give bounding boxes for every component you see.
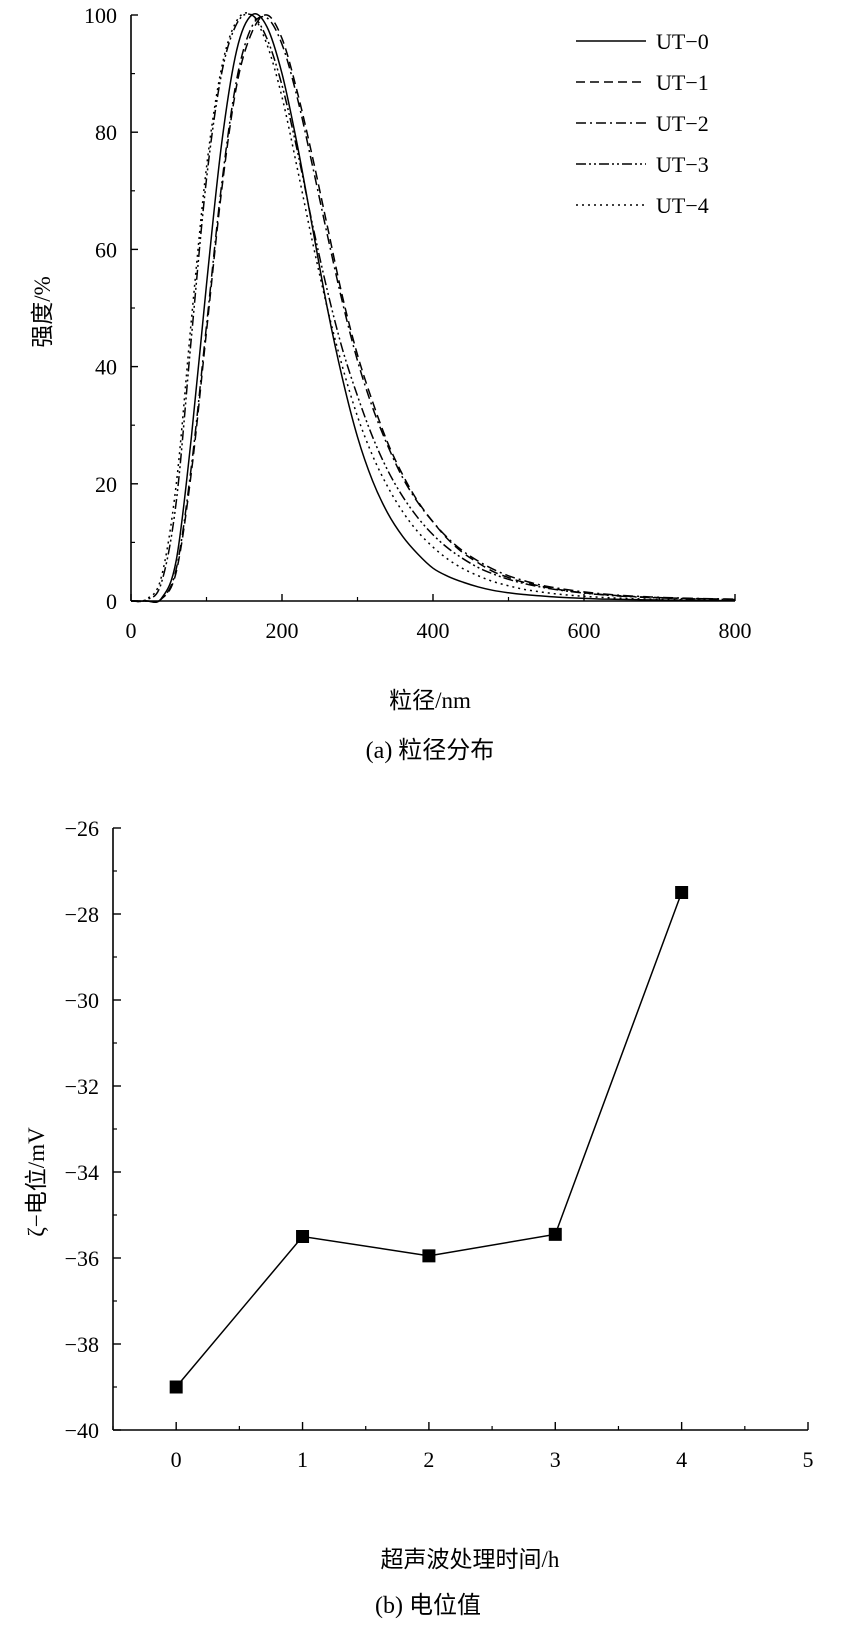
chart-a-legend-label-1: UT−1 [656, 70, 709, 95]
chart-a-y-tick-label: 40 [95, 355, 117, 380]
chart-a-x-tick-label: 400 [417, 618, 450, 643]
chart-a-x-tick-label: 600 [568, 618, 601, 643]
chart-a-series-line-2 [130, 15, 736, 603]
chart-a-series-line-0 [130, 13, 736, 604]
chart-b-y-tick-label: −40 [65, 1418, 99, 1443]
chart-b-axes: 0 1 2 3 4 5 −40 −38 −36 −34 −32 −30 −28 −26 [65, 816, 814, 1472]
chart-b-x-tick-label: 5 [803, 1447, 814, 1472]
chart-b-y-tick-label: −32 [65, 1074, 99, 1099]
chart-a-legend-label-4: UT−4 [656, 193, 709, 218]
chart-a-x-axis-title: 粒径/nm [389, 688, 471, 713]
chart-b-x-tick-label: 0 [171, 1447, 182, 1472]
chart-a-y-tick-label: 80 [95, 120, 117, 145]
chart-b-point-marker-2 [422, 1249, 436, 1263]
chart-a-plot-area [130, 12, 736, 604]
chart-a-x-tick-label: 800 [719, 618, 752, 643]
chart-b-point-marker-3 [548, 1227, 562, 1241]
chart-a-x-tick-label: 200 [266, 618, 299, 643]
chart-b-y-tick-label: −26 [65, 816, 99, 841]
chart-zeta-potential: 0 1 2 3 4 5 −40 −38 −36 −34 −32 −30 −28 −26 超声波处理时间/h… [24, 816, 814, 1619]
chart-a-series-line-1 [130, 14, 736, 603]
chart-b-y-tick-label: −28 [65, 902, 99, 927]
chart-b-x-tick-label: 3 [550, 1447, 561, 1472]
chart-b-x-tick-label: 4 [676, 1447, 687, 1472]
chart-b-point-marker-0 [169, 1380, 183, 1394]
chart-a-axes: 0 200 400 600 800 0 20 40 60 80 100 [84, 3, 752, 643]
chart-b-caption: (b) 电位值 [375, 1592, 481, 1619]
chart-a-y-axis-title: 强度/% [30, 276, 55, 348]
chart-a-caption: (a) 粒径分布 [366, 737, 495, 764]
chart-b-y-tick-label: −38 [65, 1332, 99, 1357]
chart-b-x-tick-label: 2 [423, 1447, 434, 1472]
chart-a-series-line-3 [130, 13, 736, 603]
chart-a-y-tick-label: 20 [95, 472, 117, 497]
chart-b-point-marker-4 [675, 886, 689, 899]
chart-b-y-axis-title: ζ−电位/mV [24, 1127, 49, 1237]
chart-b-y-tick-label: −30 [65, 988, 99, 1013]
chart-a-y-tick-label: 60 [95, 237, 117, 262]
chart-a-x-tick-label: 0 [126, 618, 137, 643]
chart-a-series-line-4 [130, 12, 736, 603]
chart-a-legend-label-3: UT−3 [656, 152, 709, 177]
chart-b-y-tick-label: −36 [65, 1246, 99, 1271]
chart-a-legend-label-2: UT−2 [656, 111, 709, 136]
chart-a-y-tick-label: 100 [84, 3, 117, 28]
chart-b-plot-area [169, 886, 689, 1394]
chart-b-y-tick-label: −34 [65, 1160, 99, 1185]
chart-a-legend-label-0: UT−0 [656, 29, 709, 54]
chart-a-y-tick-label: 0 [106, 589, 117, 614]
chart-b-x-axis-title: 超声波处理时间/h [381, 1547, 560, 1572]
chart-b-x-tick-label: 1 [297, 1447, 308, 1472]
chart-b-series-line [175, 892, 683, 1388]
chart-b-point-marker-1 [296, 1230, 310, 1243]
chart-a-legend: UT−0 UT−1 UT−2 UT−3 UT−4 [576, 29, 709, 218]
